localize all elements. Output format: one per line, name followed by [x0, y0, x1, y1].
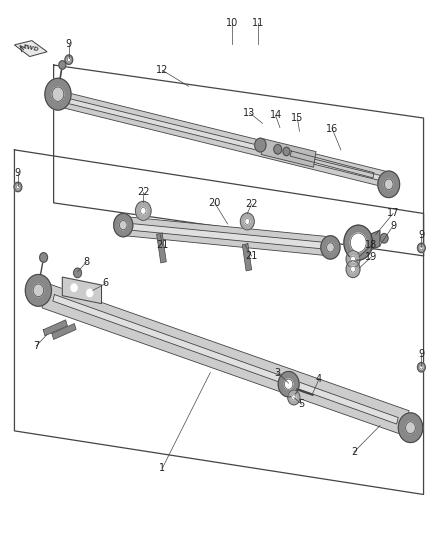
Circle shape — [350, 256, 356, 262]
Circle shape — [65, 55, 73, 64]
Polygon shape — [66, 98, 381, 181]
Circle shape — [114, 214, 133, 237]
Circle shape — [274, 144, 282, 154]
Circle shape — [288, 390, 300, 405]
Text: 2: 2 — [351, 447, 357, 457]
Polygon shape — [242, 244, 252, 271]
Circle shape — [245, 219, 250, 224]
Text: 6: 6 — [103, 278, 109, 288]
Polygon shape — [371, 230, 380, 249]
Polygon shape — [125, 217, 331, 256]
Circle shape — [398, 413, 423, 442]
Polygon shape — [43, 320, 67, 336]
Polygon shape — [53, 295, 398, 424]
Text: 21: 21 — [156, 240, 169, 251]
Circle shape — [346, 261, 360, 278]
Circle shape — [25, 274, 51, 306]
Text: FWD: FWD — [22, 44, 39, 53]
Text: 9: 9 — [15, 168, 21, 178]
Text: 7: 7 — [33, 341, 39, 351]
Circle shape — [327, 243, 334, 252]
Text: 4: 4 — [316, 374, 322, 384]
Circle shape — [59, 61, 66, 69]
Circle shape — [74, 268, 81, 278]
Polygon shape — [62, 277, 102, 304]
Polygon shape — [130, 223, 326, 249]
Circle shape — [120, 221, 127, 230]
Circle shape — [344, 225, 373, 260]
Circle shape — [278, 372, 299, 397]
Circle shape — [321, 236, 340, 259]
Circle shape — [284, 379, 293, 389]
Circle shape — [417, 243, 425, 253]
Polygon shape — [42, 284, 409, 435]
Text: 17: 17 — [387, 208, 399, 219]
Circle shape — [14, 182, 22, 192]
Circle shape — [52, 87, 64, 101]
Text: 15: 15 — [291, 113, 304, 123]
Circle shape — [283, 147, 290, 156]
Text: 13: 13 — [244, 108, 256, 118]
Text: 8: 8 — [83, 257, 89, 267]
Circle shape — [417, 362, 425, 372]
Circle shape — [33, 284, 44, 297]
Text: 9: 9 — [390, 221, 396, 231]
Circle shape — [16, 185, 20, 189]
Circle shape — [378, 171, 399, 198]
Circle shape — [406, 422, 415, 434]
Circle shape — [292, 395, 296, 400]
Text: 19: 19 — [365, 252, 378, 262]
Text: 10: 10 — [226, 18, 238, 28]
Text: 9: 9 — [66, 39, 72, 49]
Circle shape — [350, 266, 356, 272]
Polygon shape — [14, 41, 47, 56]
Circle shape — [45, 78, 71, 110]
Circle shape — [385, 179, 393, 190]
Circle shape — [380, 233, 388, 243]
Polygon shape — [290, 151, 374, 178]
Text: 12: 12 — [156, 66, 169, 75]
Text: 21: 21 — [245, 251, 258, 261]
Circle shape — [67, 58, 71, 62]
Text: 18: 18 — [365, 240, 378, 251]
Text: 5: 5 — [299, 399, 305, 409]
Circle shape — [420, 246, 423, 250]
Text: 16: 16 — [326, 124, 338, 134]
Text: 3: 3 — [275, 368, 281, 377]
Text: 20: 20 — [208, 198, 221, 208]
Circle shape — [141, 207, 146, 214]
Text: 1: 1 — [159, 463, 166, 473]
Polygon shape — [52, 324, 76, 340]
Circle shape — [135, 201, 151, 220]
Circle shape — [420, 365, 423, 369]
Circle shape — [40, 253, 47, 262]
Circle shape — [350, 233, 366, 252]
Circle shape — [71, 284, 77, 292]
Text: 14: 14 — [269, 110, 282, 120]
Text: 9: 9 — [418, 230, 424, 240]
Circle shape — [87, 289, 93, 297]
Circle shape — [240, 213, 254, 230]
Text: 22: 22 — [245, 199, 258, 209]
Circle shape — [346, 251, 360, 268]
Polygon shape — [61, 92, 386, 187]
Polygon shape — [157, 233, 166, 263]
Text: 11: 11 — [252, 18, 264, 28]
Polygon shape — [261, 139, 316, 167]
Text: 9: 9 — [418, 349, 424, 359]
Text: 22: 22 — [137, 187, 149, 197]
Circle shape — [254, 138, 266, 152]
